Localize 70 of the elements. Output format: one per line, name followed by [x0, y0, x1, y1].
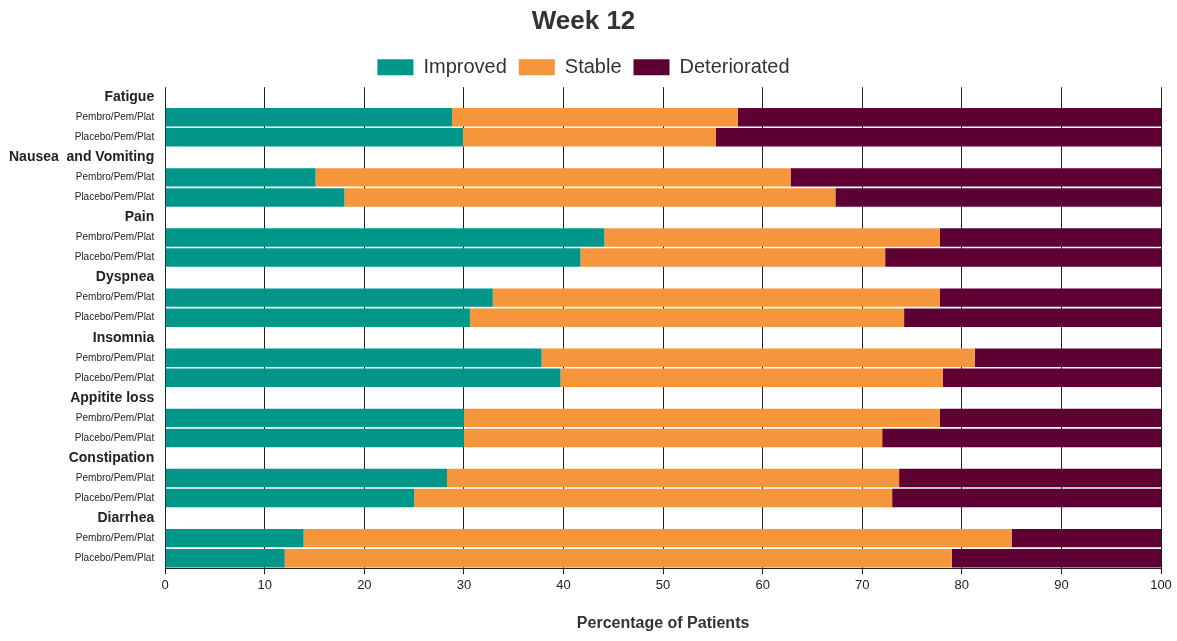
bar	[165, 488, 415, 508]
y-tick-label: Placebo/Pem/Plat	[74, 431, 155, 443]
y-tick-label: Placebo/Pem/Plat	[74, 191, 155, 203]
bar	[951, 548, 1161, 568]
bar	[541, 348, 975, 367]
x-tick-label: 0	[161, 576, 169, 592]
y-tick-label: Fatigue	[104, 88, 155, 105]
y-tick-label: Dyspnea	[95, 268, 155, 285]
y-tick-label: Pembro/Pem/Plat	[75, 171, 155, 183]
bar	[165, 128, 463, 147]
bar	[165, 368, 561, 388]
bar	[452, 108, 738, 127]
y-tick-label: Pain	[124, 208, 155, 225]
x-tick-label: 40	[556, 576, 571, 592]
bar	[715, 128, 1161, 147]
y-tick-label: Pembro/Pem/Plat	[75, 231, 155, 243]
bar	[899, 468, 1161, 488]
bar	[463, 428, 883, 448]
y-tick-label: Appitite loss	[70, 388, 155, 405]
y-tick-label: Placebo/Pem/Plat	[74, 131, 155, 143]
bar	[447, 468, 900, 488]
bar	[737, 108, 1161, 127]
x-tick-label: 10	[257, 576, 273, 592]
bar	[882, 428, 1161, 448]
legend-label: Improved	[423, 54, 507, 77]
x-tick-label: 30	[456, 576, 472, 592]
bar	[892, 488, 1161, 508]
y-tick-label: Pembro/Pem/Plat	[75, 471, 155, 483]
y-tick-label: Placebo/Pem/Plat	[74, 251, 155, 263]
bar	[165, 428, 464, 448]
x-tick-label: 50	[655, 576, 671, 592]
bar	[284, 548, 952, 568]
y-tick-label: Placebo/Pem/Plat	[74, 311, 155, 323]
y-tick-label: Pembro/Pem/Plat	[75, 411, 155, 423]
bar	[414, 488, 893, 508]
legend-label: Stable	[564, 54, 622, 77]
x-tick-label: 70	[855, 576, 870, 592]
bar	[165, 548, 285, 568]
y-tick-label: Insomnia	[92, 328, 155, 345]
x-axis-title: Percentage of Patients	[576, 613, 750, 631]
y-tick-label: Placebo/Pem/Plat	[74, 551, 155, 563]
bar	[165, 108, 452, 127]
bar	[303, 528, 1012, 548]
y-tick-label: Constipation	[68, 448, 155, 465]
bar	[462, 128, 716, 147]
x-tick-label: 60	[755, 576, 770, 592]
chart-title: Week 12	[531, 4, 636, 35]
y-tick-label: Placebo/Pem/Plat	[74, 371, 155, 383]
x-tick-label: 80	[954, 576, 970, 592]
bar	[974, 348, 1161, 367]
bar	[942, 368, 1161, 388]
y-tick-label: Pembro/Pem/Plat	[75, 291, 155, 303]
y-tick-label: Pembro/Pem/Plat	[75, 111, 155, 123]
bar	[165, 468, 448, 488]
bar	[165, 408, 464, 428]
y-tick-label: Placebo/Pem/Plat	[74, 491, 155, 503]
x-tick-label: 90	[1054, 576, 1069, 592]
bar	[560, 368, 943, 388]
bar	[939, 408, 1161, 428]
x-tick-label: 100	[1150, 576, 1172, 592]
bar	[1011, 528, 1161, 548]
bar	[463, 408, 940, 428]
y-tick-label: Diarrhea	[97, 508, 155, 525]
y-tick-label: Nausea and Vomiting	[8, 148, 155, 165]
y-tick-label: Pembro/Pem/Plat	[75, 351, 155, 363]
bar	[165, 528, 304, 548]
x-tick-label: 20	[357, 576, 372, 592]
y-tick-label: Pembro/Pem/Plat	[75, 531, 155, 543]
bar	[165, 348, 542, 367]
legend-label: Deteriorated	[679, 54, 790, 77]
